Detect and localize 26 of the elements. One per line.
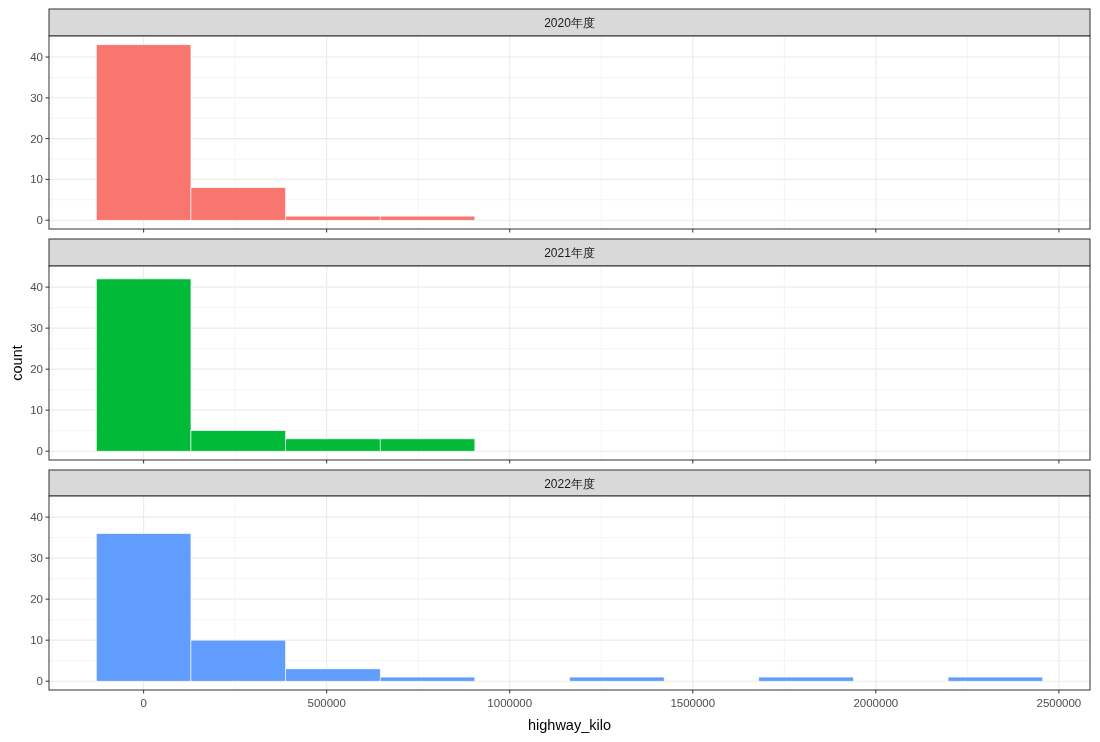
x-tick-label: 1500000 <box>670 697 716 709</box>
y-tick-label: 40 <box>30 281 43 294</box>
y-tick-label: 30 <box>30 322 43 335</box>
y-axis-title: count <box>9 345 25 381</box>
x-tick-label: 1000000 <box>487 697 533 709</box>
y-tick-label: 20 <box>30 363 43 376</box>
chart-title: 2020年度 <box>544 16 595 30</box>
y-tick-label: 0 <box>36 445 43 458</box>
x-tick-label: 2000000 <box>853 697 899 709</box>
y-tick-label: 0 <box>36 675 43 688</box>
x-axis-title: highway_kilo <box>527 717 612 733</box>
y-tick-label: 0 <box>36 214 43 227</box>
y-tick-label: 20 <box>30 132 43 145</box>
y-tick-label: 30 <box>30 91 43 104</box>
y-tick-label: 30 <box>30 552 43 565</box>
x-tick-label: 0 <box>140 697 147 709</box>
y-tick-label: 10 <box>30 173 43 186</box>
y-tick-label: 40 <box>30 511 43 524</box>
x-tick-label: 500000 <box>307 697 346 709</box>
y-tick-label: 40 <box>30 51 43 64</box>
y-tick-label: 20 <box>30 593 43 606</box>
y-tick-label: 10 <box>30 634 43 647</box>
y-tick-label: 10 <box>30 404 43 417</box>
chart-title: 2021年度 <box>544 246 595 260</box>
x-tick-label: 2500000 <box>1036 697 1082 709</box>
chart-title: 2022年度 <box>544 476 595 491</box>
